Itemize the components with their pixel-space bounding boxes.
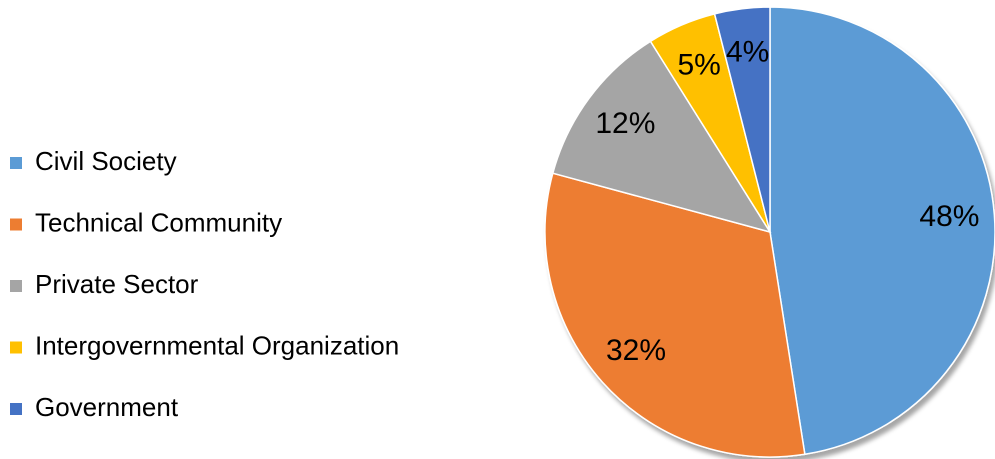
data-label: 5% xyxy=(678,48,721,81)
pie-slice xyxy=(713,6,771,233)
data-label: 48% xyxy=(919,200,979,233)
legend-label: Private Sector xyxy=(35,269,199,299)
pie xyxy=(544,6,995,458)
data-label: 4% xyxy=(726,35,769,68)
legend-swatch xyxy=(10,341,22,354)
legend-label: Civil Society xyxy=(35,146,177,176)
legend-label: Technical Community xyxy=(35,207,282,237)
data-label: 12% xyxy=(595,107,655,140)
pie-slice xyxy=(544,172,806,458)
legend-swatch xyxy=(10,280,22,292)
legend-swatch xyxy=(10,403,22,415)
pie-slice xyxy=(769,6,995,456)
legend-label: Intergovernmental Organization xyxy=(35,330,399,360)
legend-swatch xyxy=(10,157,22,169)
pie-slice xyxy=(551,40,772,234)
legend-label: Government xyxy=(35,392,179,422)
data-label: 32% xyxy=(606,334,666,367)
legend-swatch xyxy=(10,218,22,231)
